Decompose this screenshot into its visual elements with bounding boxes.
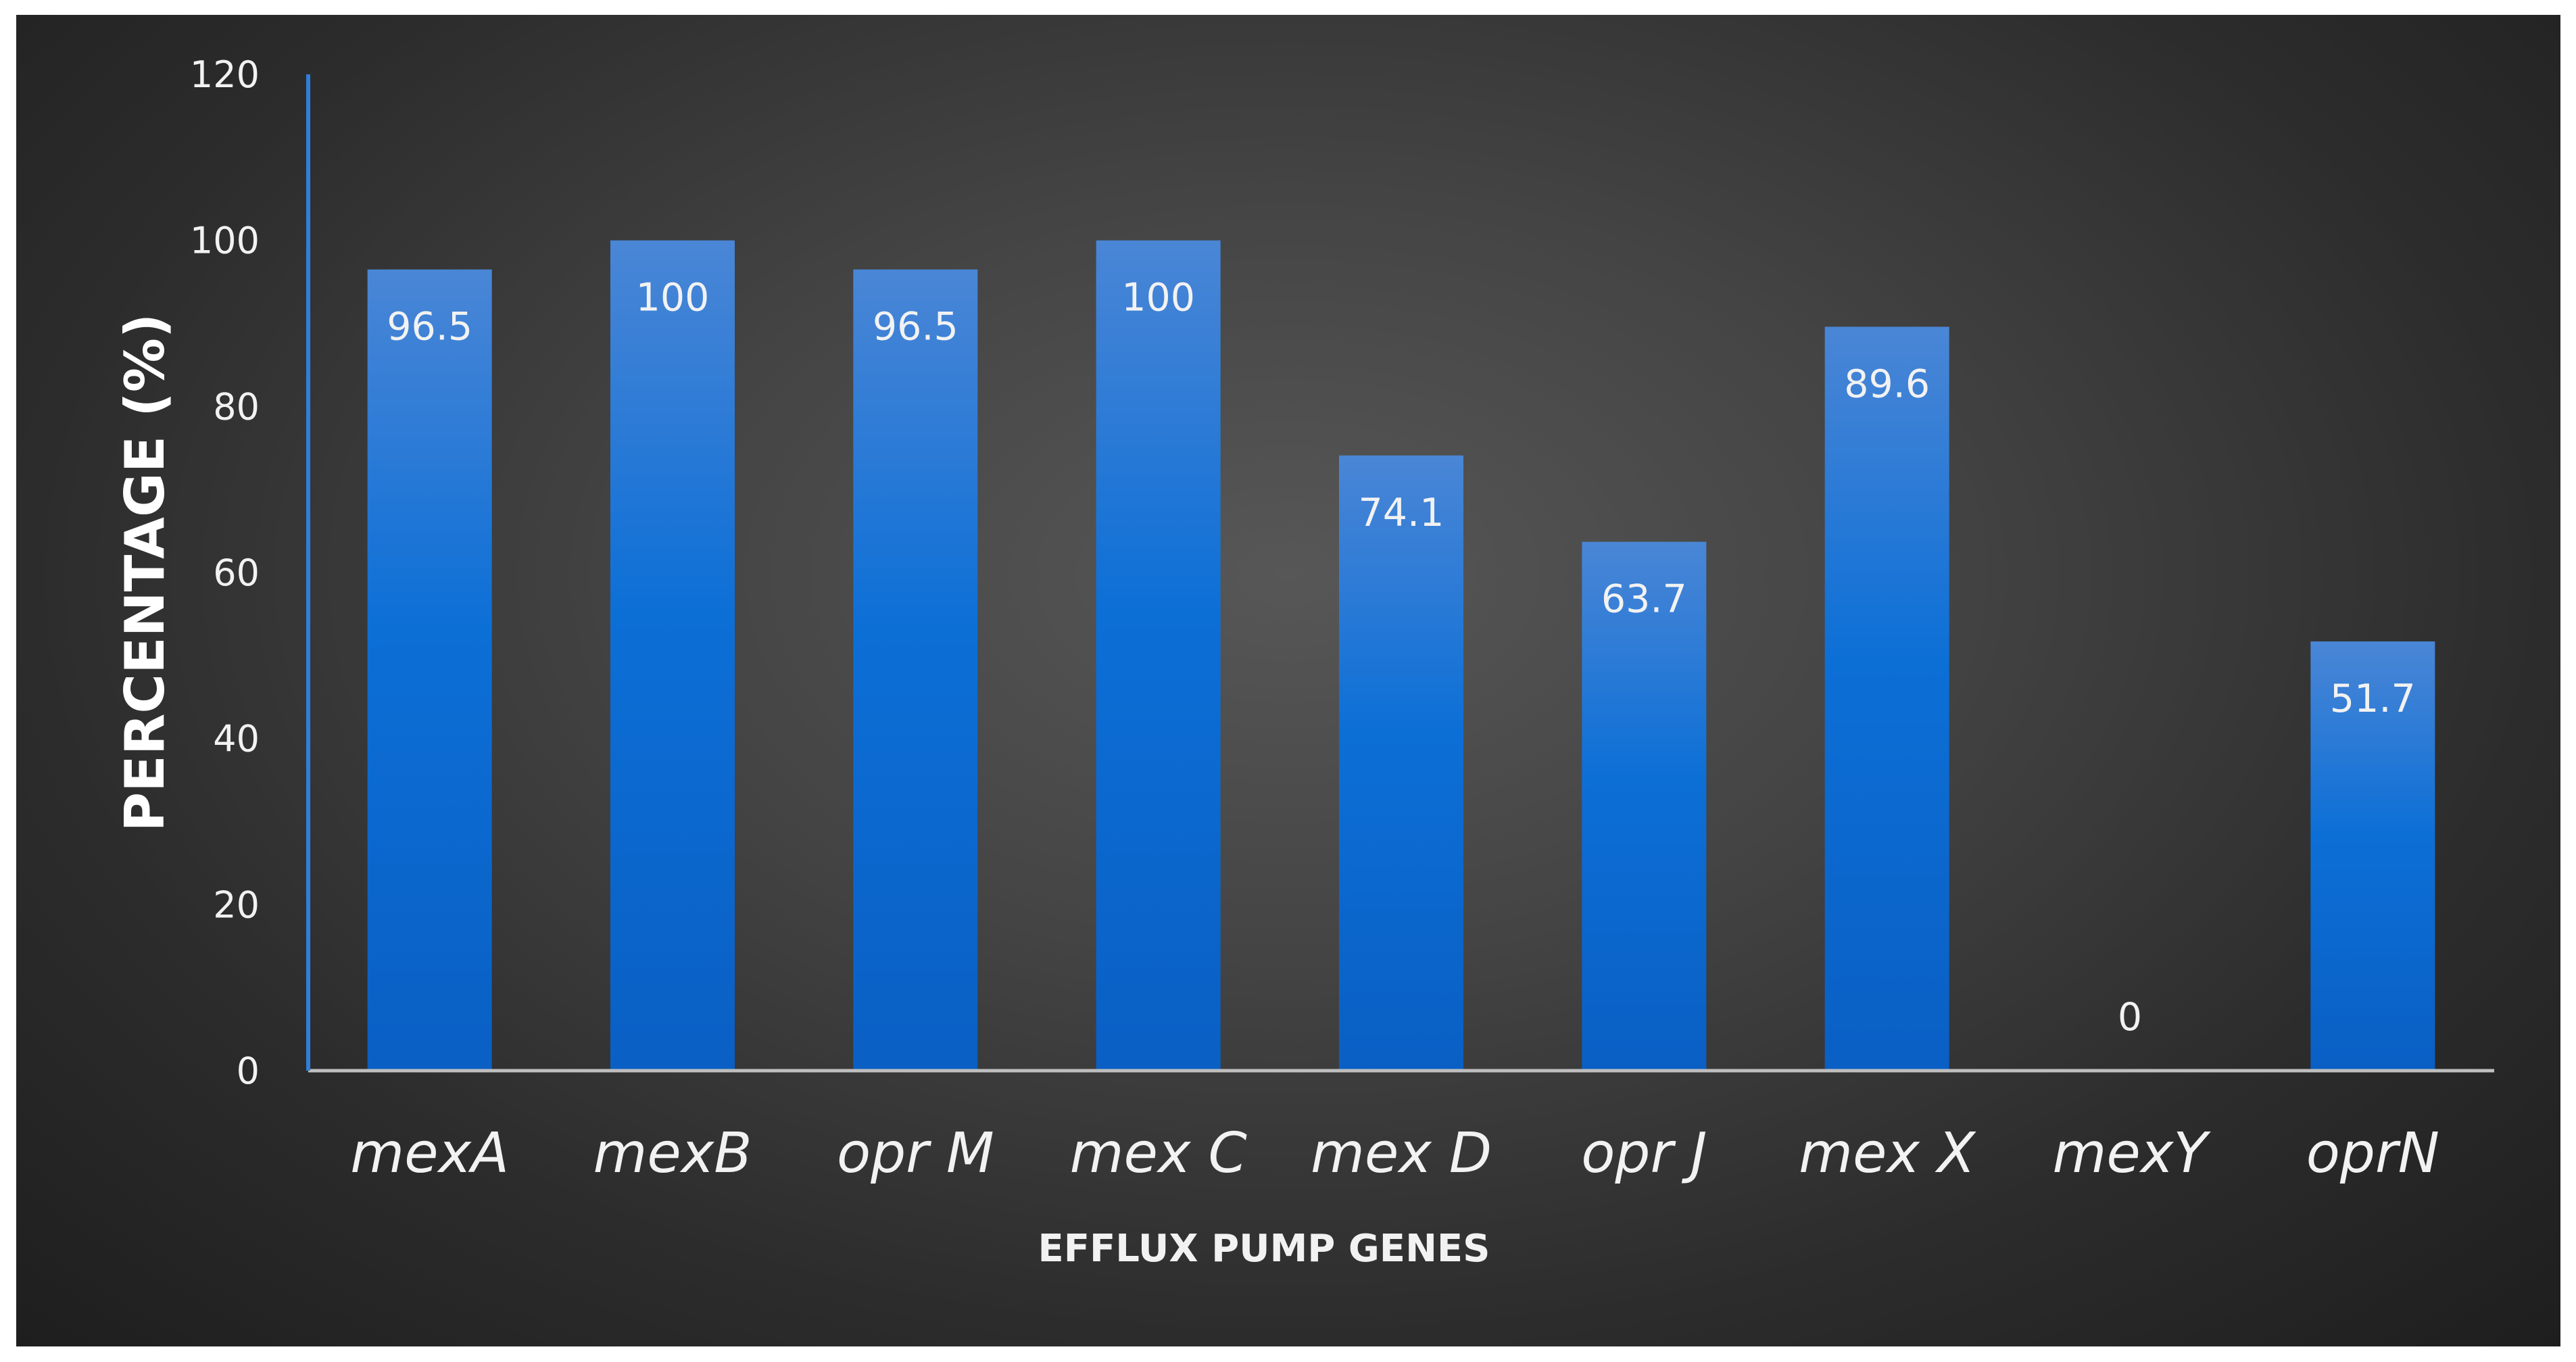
y-tick-label: 120 <box>190 53 260 96</box>
category-label: opr J <box>1581 1121 1707 1186</box>
y-tick-label: 40 <box>213 718 260 760</box>
bar-mex-c <box>1096 240 1221 1071</box>
category-label: mex D <box>1311 1121 1492 1186</box>
category-labels: mexA mexB opr M mex C mex D opr J mex X mexY opr… <box>350 1121 2439 1186</box>
chart-panel: 0 20 40 60 80 100 120 mexA mexB opr M mex C mex D o… <box>16 15 2560 1346</box>
bar-chart: 0 20 40 60 80 100 120 mexA mexB opr M mex C mex D o… <box>114 53 2494 1271</box>
data-label: 96.5 <box>873 305 958 349</box>
data-label: 96.5 <box>387 305 472 349</box>
bars-layer <box>367 240 2435 1071</box>
y-tick-label: 60 <box>213 552 260 594</box>
y-tick-labels: 0 20 40 60 80 100 120 <box>190 53 260 1092</box>
bar-oprn <box>2310 641 2435 1071</box>
data-label: 63.7 <box>1601 577 1687 622</box>
bar-opr-m <box>853 269 978 1071</box>
data-labels: 96.5 100 96.5 100 74.1 63.7 89.6 0 51.7 <box>387 276 2416 1040</box>
data-label: 74.1 <box>1359 491 1444 535</box>
bar-mex-x <box>1824 326 1949 1071</box>
y-tick-label: 80 <box>213 385 260 428</box>
category-label: opr M <box>837 1121 994 1186</box>
data-label: 89.6 <box>1844 362 1930 406</box>
bar-mexb <box>610 240 735 1071</box>
bar-mexa <box>367 269 492 1071</box>
y-tick-label: 0 <box>237 1050 260 1092</box>
y-tick-label: 100 <box>190 220 260 262</box>
data-label: 0 <box>2118 995 2142 1040</box>
category-label: oprN <box>2306 1121 2439 1186</box>
category-label: mexB <box>593 1121 752 1186</box>
data-label: 100 <box>636 276 710 320</box>
bar-opr-j <box>1582 541 1707 1071</box>
category-label: mex X <box>1799 1121 1976 1186</box>
data-label: 51.7 <box>2330 677 2416 721</box>
bar-mex-d <box>1339 455 1463 1071</box>
category-label: mexY <box>2053 1121 2212 1186</box>
category-label: mexA <box>350 1121 509 1186</box>
y-axis-title: PERCENTAGE (%) <box>114 314 176 832</box>
x-axis-title: EFFLUX PUMP GENES <box>1038 1227 1490 1271</box>
data-label: 100 <box>1121 276 1195 320</box>
y-tick-label: 20 <box>213 883 260 926</box>
category-label: mex C <box>1070 1121 1247 1186</box>
